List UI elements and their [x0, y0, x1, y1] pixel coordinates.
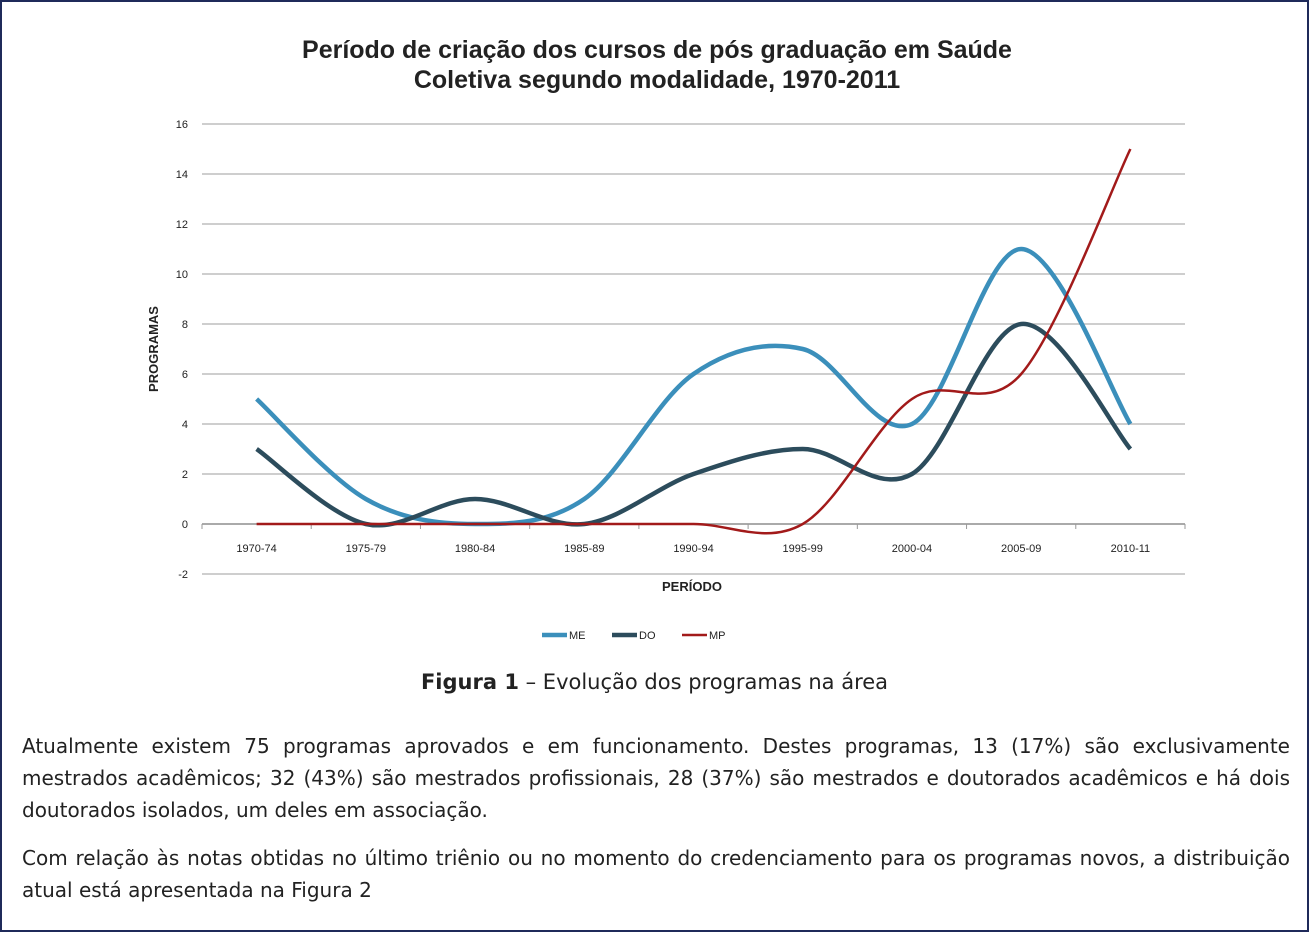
caption-label: Figura 1 [420, 670, 519, 694]
legend-label: ME [569, 630, 586, 642]
y-tick-label: 6 [182, 369, 188, 381]
y-tick-label: -2 [178, 569, 188, 581]
series-line [255, 321, 1133, 528]
x-tick-label: 2000-04 [892, 543, 932, 555]
chart-title: Período de criação dos cursos de pós gra… [302, 36, 1012, 64]
caption-text: – Evolução dos programas na área [525, 670, 889, 694]
caption: Figura 1 – Evolução dos programas na áre… [2, 670, 1307, 694]
series-line [256, 148, 1132, 535]
chart: Período de criação dos cursos de pós gra… [146, 36, 1186, 642]
y-tick-label: 10 [176, 269, 188, 281]
paragraph: Com relação às notas obtidas no último t… [22, 846, 1290, 902]
x-tick-label: 1995-99 [783, 543, 823, 555]
y-tick-label: 12 [176, 219, 188, 231]
x-tick-label: 1970-74 [236, 543, 276, 555]
chart-title: Coletiva segundo modalidade, 1970-2011 [414, 66, 900, 94]
y-tick-label: 14 [176, 169, 188, 181]
x-tick-label: 2005-09 [1001, 543, 1041, 555]
x-tick-label: 1980-84 [455, 543, 495, 555]
series-line [255, 246, 1133, 527]
y-tick-label: 16 [176, 119, 188, 131]
y-tick-label: 4 [182, 419, 188, 431]
x-tick-label: 1975-79 [346, 543, 386, 555]
x-tick-label: 1990-94 [673, 543, 713, 555]
y-tick-label: 8 [182, 319, 188, 331]
y-axis-label: PROGRAMAS [146, 306, 161, 392]
legend-label: DO [639, 630, 656, 642]
y-tick-label: 0 [182, 519, 188, 531]
x-tick-label: 1985-89 [564, 543, 604, 555]
paragraph: Atualmente existem 75 programas aprovado… [22, 734, 1290, 822]
x-tick-label: 2010-11 [1111, 543, 1151, 555]
x-axis-label: PERÍODO [662, 579, 722, 594]
legend-label: MP [709, 630, 726, 642]
y-tick-label: 2 [182, 469, 188, 481]
